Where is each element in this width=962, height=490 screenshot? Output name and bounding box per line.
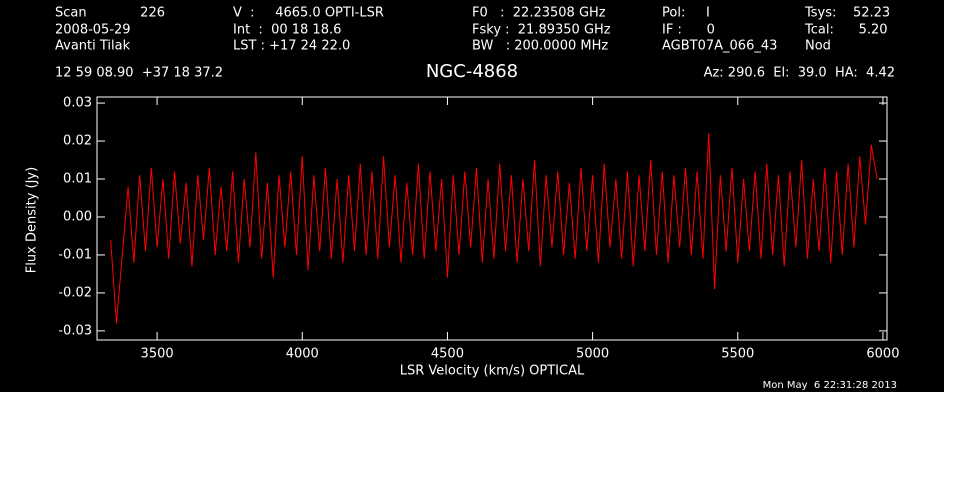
header-text: Scan xyxy=(55,6,87,21)
y-axis-label: Flux Density (Jy) xyxy=(25,167,40,273)
x-tick-label: 5000 xyxy=(576,347,609,362)
header-text: Avanti Tilak xyxy=(55,39,131,54)
header-text: AGBT07A_066_43 xyxy=(662,39,777,54)
x-axis-label: LSR Velocity (km/s) OPTICAL xyxy=(400,364,585,379)
header-text: Tsys: 52.23 xyxy=(804,6,890,21)
x-tick-label: 5500 xyxy=(721,347,754,362)
x-tick-label: 4500 xyxy=(431,347,464,362)
header-text: V : 4665.0 OPTI-LSR xyxy=(233,6,384,21)
header-text: 2008-05-29 xyxy=(55,23,131,38)
header-text: 12 59 08.90 +37 18 37.2 xyxy=(55,66,223,81)
header-text: Tcal: 5.20 xyxy=(804,23,888,38)
header-text: LST : +17 24 22.0 xyxy=(233,39,350,54)
header-text: F0 : 22.23508 GHz xyxy=(472,6,606,21)
x-tick-label: 3500 xyxy=(141,347,174,362)
y-tick-label: -0.03 xyxy=(58,323,92,338)
x-tick-label: 4000 xyxy=(286,347,319,362)
header-text: Fsky : 21.89350 GHz xyxy=(472,23,611,38)
header-text: Nod xyxy=(805,39,831,54)
timestamp: Mon May 6 22:31:28 2013 xyxy=(763,380,897,391)
y-tick-label: 0.01 xyxy=(63,172,92,187)
header-text: BW : 200.0000 MHz xyxy=(472,39,608,54)
x-tick-label: 6000 xyxy=(866,347,899,362)
header-text: IF : 0 xyxy=(662,23,715,38)
header-text: Int : 00 18 18.6 xyxy=(233,23,341,38)
axis-box xyxy=(96,96,888,341)
y-tick-label: 0.03 xyxy=(63,96,92,111)
y-tick-label: 0.00 xyxy=(63,209,92,224)
header-text: Az: 290.6 El: 39.0 HA: 4.42 xyxy=(704,66,895,81)
header-text: Pol: I xyxy=(662,6,710,21)
y-tick-label: -0.02 xyxy=(58,285,92,300)
y-tick-label: -0.01 xyxy=(58,247,92,262)
plot-background xyxy=(0,0,944,392)
chart-title: NGC-4868 xyxy=(426,61,518,82)
header-text: 226 xyxy=(140,6,165,21)
spectrum-line xyxy=(110,133,878,324)
y-tick-label: 0.02 xyxy=(63,134,92,149)
